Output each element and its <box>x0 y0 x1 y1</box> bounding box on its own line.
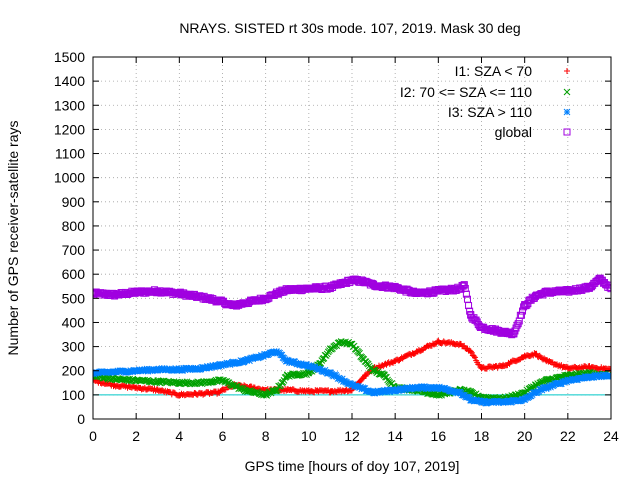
trace-point-i3 <box>202 364 210 372</box>
trace-point-i3 <box>371 389 379 397</box>
trace-point-i3 <box>144 367 152 375</box>
y-tick-label: 600 <box>62 266 86 282</box>
trace-point-i3 <box>208 364 216 371</box>
trace-point-i2 <box>273 387 280 395</box>
x-tick-label: 6 <box>219 428 227 444</box>
trace-point-i1 <box>470 353 477 360</box>
y-tick-label: 1300 <box>54 97 85 113</box>
x-tick-label: 12 <box>344 428 360 444</box>
trace-point-i1 <box>472 354 479 361</box>
trace-point-i3 <box>436 383 443 391</box>
x-tick-label: 14 <box>387 428 403 444</box>
trace-point-global <box>513 321 521 329</box>
y-tick-label: 800 <box>62 218 86 234</box>
trace-point-i2 <box>364 360 372 368</box>
trace-point-i3 <box>311 364 319 371</box>
x-tick-label: 0 <box>89 428 97 444</box>
y-tick-label: 1000 <box>54 170 85 186</box>
x-tick-label: 2 <box>132 428 140 444</box>
trace-point-i3 <box>278 351 286 359</box>
trace-point-global <box>460 281 468 289</box>
trace-point-i3 <box>333 373 341 381</box>
trace-point-i1 <box>533 350 540 357</box>
trace-point-i3 <box>357 383 364 391</box>
legend-marker-i1 <box>564 68 570 74</box>
x-tick-label: 10 <box>301 428 317 444</box>
x-tick-label: 24 <box>603 428 619 444</box>
trace-point-i3 <box>349 381 357 388</box>
legend: I1: SZA < 70 I2: 70 <= SZA <= 110 I3: SZA … <box>400 63 571 140</box>
series-layer <box>93 274 611 407</box>
trace-point-i3 <box>284 357 292 364</box>
series-i3 <box>93 348 611 407</box>
trace-point-i3 <box>547 383 554 391</box>
trace-point-i3 <box>563 378 571 386</box>
trace-point-i2 <box>279 378 287 386</box>
grid-lines <box>93 57 611 419</box>
chart-title: NRAYS. SISTED rt 30s mode. 107, 2019. Ma… <box>179 20 520 36</box>
y-tick-label: 1100 <box>55 146 85 162</box>
trace-point-i3 <box>246 357 253 365</box>
trace-point-global <box>605 281 611 289</box>
trace-point-i1 <box>467 348 474 355</box>
trace-point-global <box>606 284 611 292</box>
legend-label-i3: I3: SZA > 110 <box>448 104 532 120</box>
legend-label-i1: I1: SZA < 70 <box>455 63 533 79</box>
x-tick-label: 20 <box>517 428 533 444</box>
y-tick-label: 400 <box>62 314 86 330</box>
trace-point-i3 <box>408 385 415 393</box>
x-tick-label: 8 <box>262 428 270 444</box>
y-tick-label: 700 <box>62 242 86 258</box>
y-tick-label: 1200 <box>54 121 85 137</box>
trace-point-global <box>459 282 467 290</box>
y-tick-label: 200 <box>62 363 86 379</box>
trace-point-i2 <box>382 373 389 381</box>
y-tick-label: 0 <box>77 411 85 427</box>
legend-marker-i3 <box>563 108 571 116</box>
x-tick-label: 18 <box>474 428 490 444</box>
y-tick-label: 1400 <box>54 73 85 89</box>
axis-ticks: 0100200300400500600700800900100011001200… <box>54 49 619 444</box>
y-tick-label: 300 <box>62 339 86 355</box>
x-tick-label: 16 <box>431 428 447 444</box>
trace-point-i2 <box>346 340 354 348</box>
y-tick-label: 500 <box>62 290 86 306</box>
trace-point-i1 <box>468 349 475 356</box>
legend-label-i2: I2: 70 <= SZA <= 110 <box>400 84 532 100</box>
trace-point-i3 <box>236 358 244 366</box>
y-tick-label: 100 <box>62 387 86 403</box>
trace-point-i2 <box>436 392 443 399</box>
x-tick-label: 4 <box>175 428 183 444</box>
trace-point-i3 <box>558 380 565 388</box>
y-axis-label: Number of GPS receiver-satellite rays <box>5 121 21 356</box>
trace-point-i3 <box>606 372 611 380</box>
x-tick-label: 22 <box>560 428 576 444</box>
trace-point-i3 <box>398 386 405 394</box>
trace-point-i2 <box>290 370 298 378</box>
series-global <box>93 274 611 339</box>
legend-label-global: global <box>495 124 532 140</box>
legend-marker-global <box>563 128 571 136</box>
trace-point-global <box>462 290 470 298</box>
trace-point-i3 <box>321 366 329 374</box>
trace-point-global <box>517 311 525 319</box>
x-axis-label: GPS time [hours of doy 107, 2019] <box>245 458 460 474</box>
legend-marker-i2 <box>563 88 571 96</box>
y-tick-label: 900 <box>62 194 86 210</box>
y-tick-label: 1500 <box>54 49 85 65</box>
